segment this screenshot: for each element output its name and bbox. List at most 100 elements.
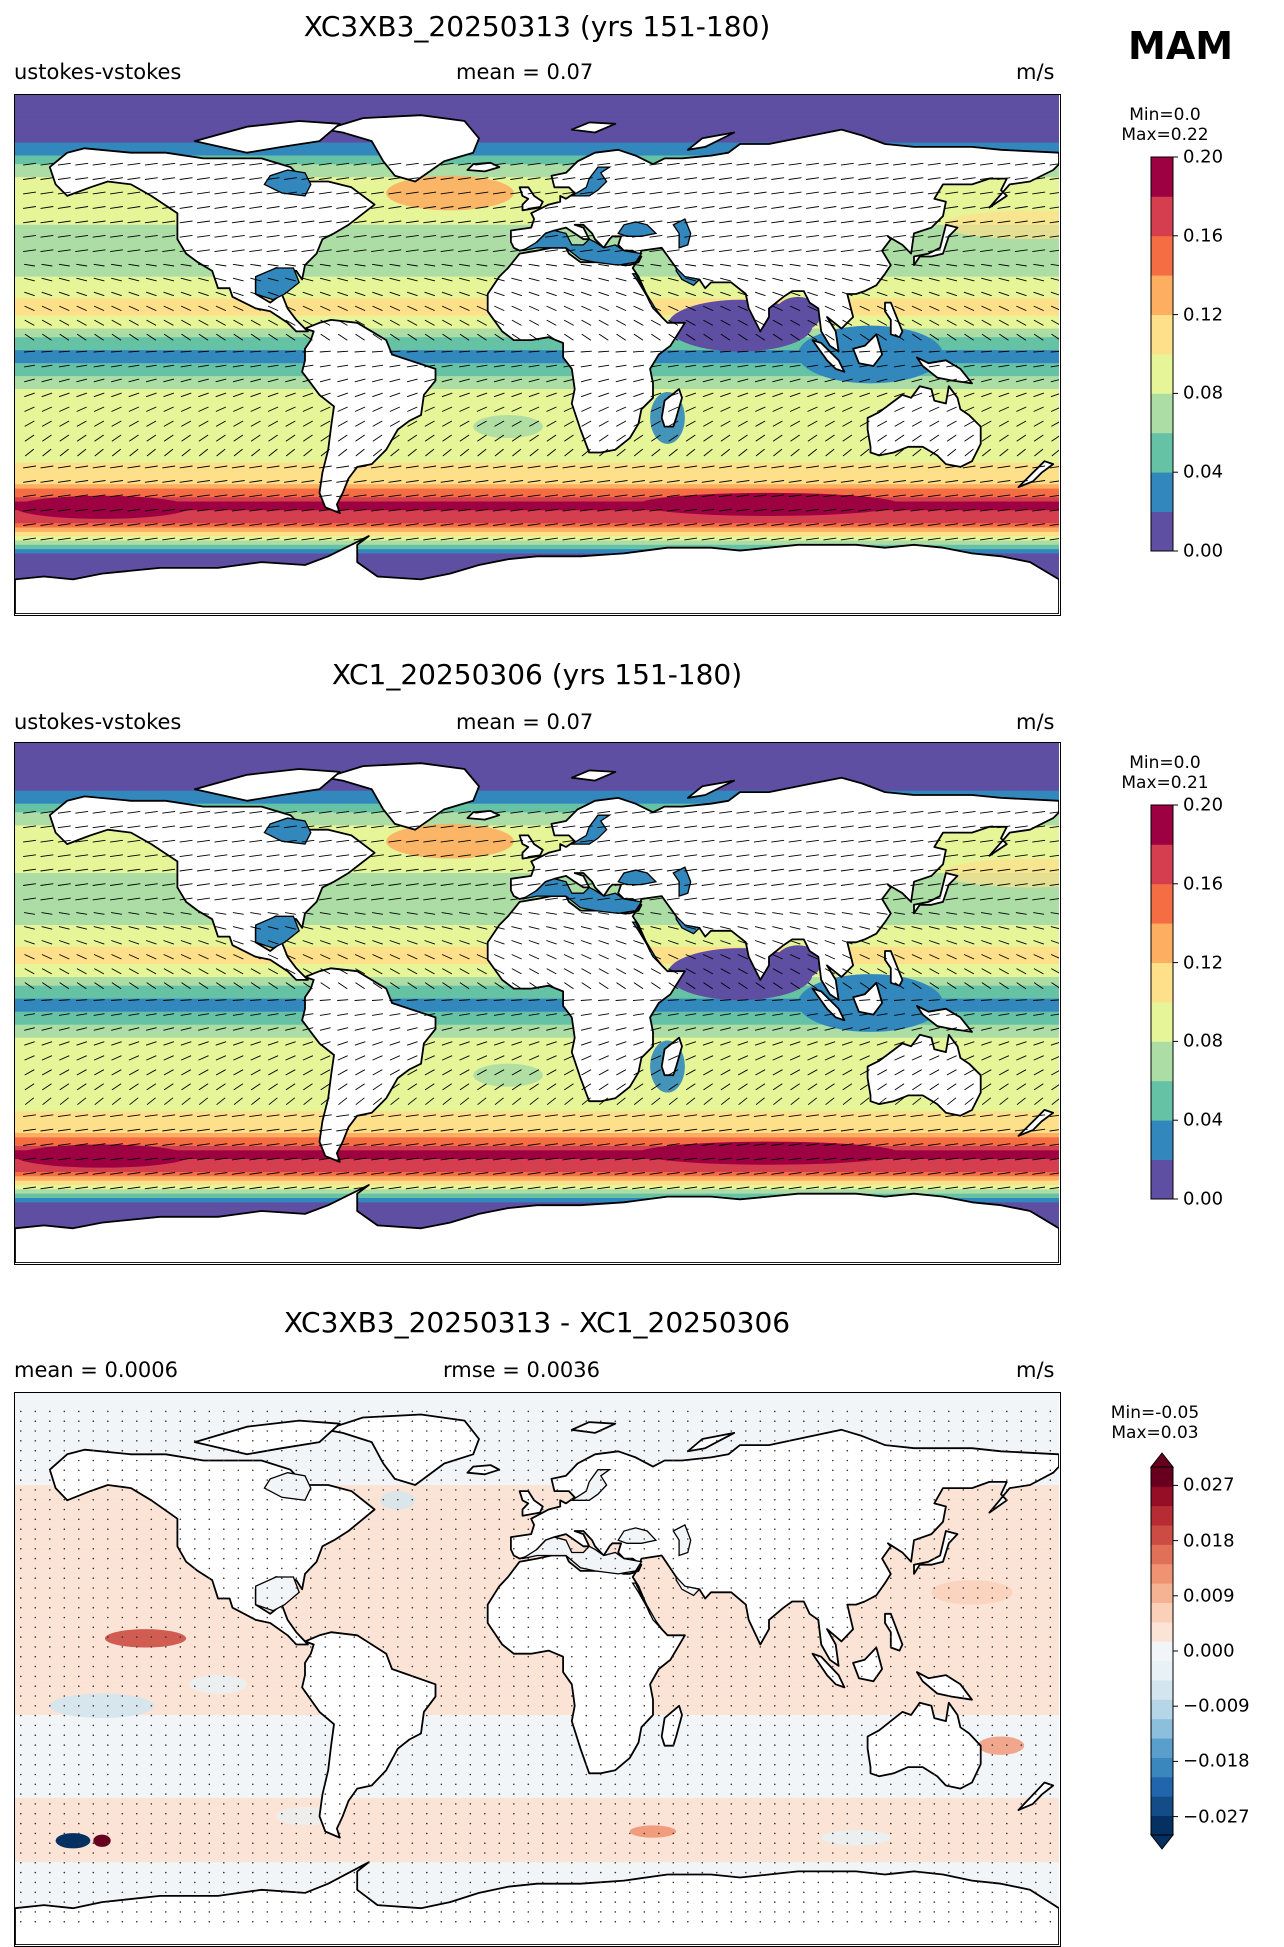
significance-dot [354, 1538, 356, 1540]
significance-dot [180, 1420, 182, 1422]
significance-dot [615, 1568, 617, 1570]
significance-dot [716, 1411, 718, 1413]
southern-ocean-core-pacific [15, 1145, 189, 1168]
significance-dot [600, 1509, 602, 1511]
significance-dot [383, 1548, 385, 1550]
significance-dot [832, 1411, 834, 1413]
significance-dot [368, 1411, 370, 1413]
significance-dot [325, 1470, 327, 1472]
field-band [15, 1770, 1059, 1775]
significance-dot [702, 1568, 704, 1570]
significance-dot [49, 1558, 51, 1560]
significance-dot [93, 1528, 95, 1530]
significance-dot [484, 1558, 486, 1560]
significance-dot [223, 1528, 225, 1530]
significance-dot [412, 1460, 414, 1462]
significance-dot [35, 1420, 37, 1422]
significance-dot [629, 1558, 631, 1560]
significance-dot [992, 1479, 994, 1481]
significance-dot [1006, 1411, 1008, 1413]
significance-dot [629, 1509, 631, 1511]
significance-dot [339, 1499, 341, 1501]
significance-dot [325, 1558, 327, 1560]
significance-dot [252, 1499, 254, 1501]
significance-dot [760, 1479, 762, 1481]
significance-dot [571, 1420, 573, 1422]
significance-dot [267, 1470, 269, 1472]
panel-3-mean-label: mean = 0.0006 [14, 1358, 178, 1382]
significance-dot [934, 1519, 936, 1521]
significance-dot [919, 1411, 921, 1413]
significance-dot [1050, 1499, 1052, 1501]
significance-dot [687, 1440, 689, 1442]
colorbar-segment [1151, 805, 1173, 845]
significance-dot [716, 1470, 718, 1472]
significance-dot [267, 1548, 269, 1550]
significance-dot [136, 1568, 138, 1570]
field-band [15, 1839, 1059, 1844]
significance-dot [542, 1509, 544, 1511]
significance-dot [818, 1450, 820, 1452]
significance-dot [702, 1440, 704, 1442]
significance-dot [267, 1420, 269, 1422]
significance-dot [180, 1528, 182, 1530]
significance-dot [209, 1450, 211, 1452]
colorbar-segment [1151, 433, 1173, 473]
significance-dot [789, 1538, 791, 1540]
significance-dot [977, 1499, 979, 1501]
significance-dot [310, 1558, 312, 1560]
significance-dot [136, 1499, 138, 1501]
significance-dot [948, 1538, 950, 1540]
significance-dot [658, 1420, 660, 1422]
field-band [15, 765, 1059, 770]
significance-dot [789, 1411, 791, 1413]
significance-dot [890, 1519, 892, 1521]
colorbar-segment [1151, 923, 1173, 963]
field-band [15, 1434, 1059, 1439]
significance-dot [165, 1528, 167, 1530]
significance-dot [919, 1430, 921, 1432]
significance-dot [1035, 1499, 1037, 1501]
significance-dot [426, 1460, 428, 1462]
colorbar-tick-label: 0.12 [1183, 304, 1223, 325]
significance-dot [223, 1519, 225, 1521]
significance-dot [354, 1470, 356, 1472]
significance-dot [35, 1548, 37, 1550]
significance-dot [281, 1411, 283, 1413]
significance-dot [919, 1420, 921, 1422]
significance-dot [499, 1470, 501, 1472]
significance-dot [281, 1509, 283, 1511]
significance-dot [1006, 1519, 1008, 1521]
field-band [15, 1830, 1059, 1835]
significance-dot [296, 1470, 298, 1472]
significance-dot [441, 1450, 443, 1452]
significance-dot [789, 1528, 791, 1530]
significance-dot [310, 1568, 312, 1570]
significance-dot [194, 1558, 196, 1560]
significance-dot [441, 1489, 443, 1491]
significance-dot [803, 1558, 805, 1560]
significance-dot [774, 1548, 776, 1550]
significance-dot [615, 1440, 617, 1442]
significance-dot [49, 1411, 51, 1413]
significance-dot [368, 1548, 370, 1550]
significance-dot [687, 1450, 689, 1452]
significance-dot [803, 1548, 805, 1550]
significance-dot [528, 1509, 530, 1511]
significance-dot [484, 1440, 486, 1442]
significance-dot [528, 1519, 530, 1521]
field-band [15, 1430, 1059, 1435]
significance-dot [557, 1538, 559, 1540]
significance-dot [426, 1430, 428, 1432]
significance-dot [267, 1450, 269, 1452]
significance-dot [252, 1440, 254, 1442]
significance-dot [658, 1548, 660, 1550]
field-band [15, 1853, 1059, 1858]
significance-dot [441, 1519, 443, 1521]
significance-dot [209, 1558, 211, 1560]
significance-dot [194, 1470, 196, 1472]
significance-dot [470, 1450, 472, 1452]
significance-dot [455, 1499, 457, 1501]
significance-dot [963, 1479, 965, 1481]
significance-dot [35, 1558, 37, 1560]
